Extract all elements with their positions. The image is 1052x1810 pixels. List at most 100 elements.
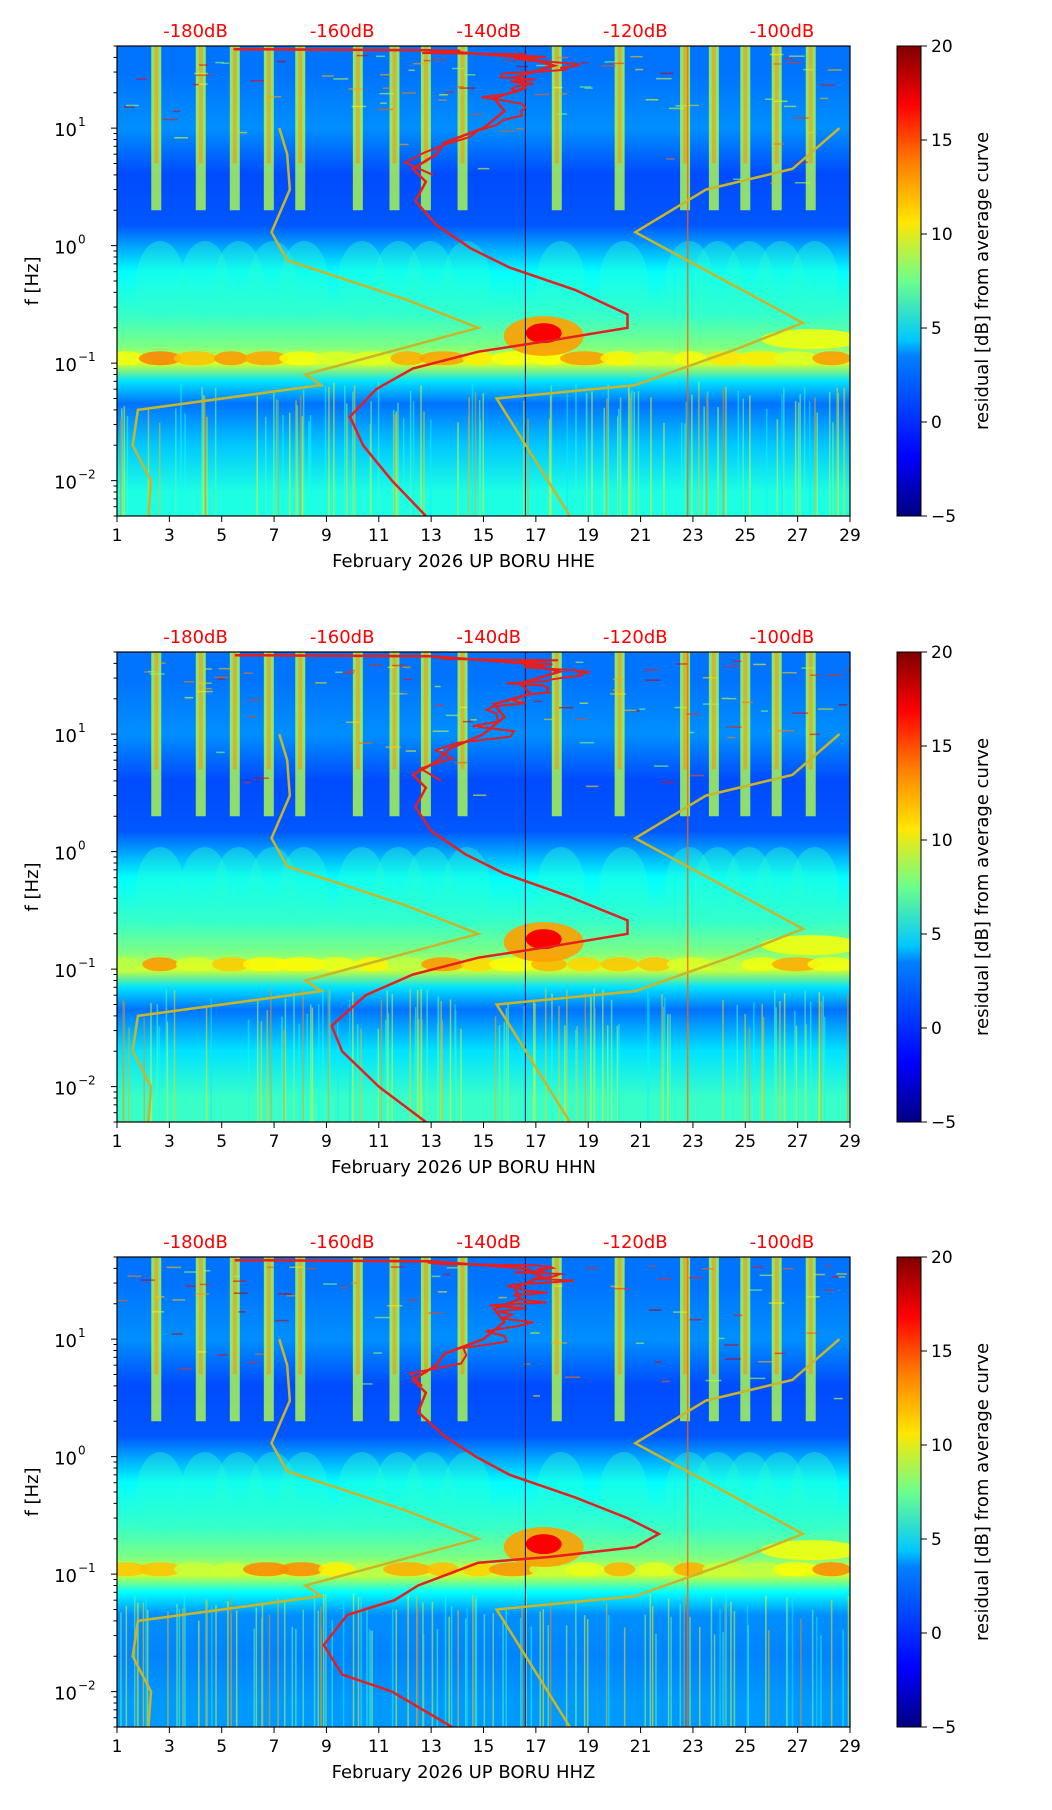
lf-streak: [479, 420, 482, 516]
hf-noise-dash: [742, 701, 754, 704]
lf-streak: [444, 1595, 447, 1727]
hf-noise-dash: [439, 94, 448, 96]
lf-streak: [167, 1611, 169, 1727]
hf-noise-dash: [725, 1358, 741, 1360]
hf-noise-dash: [523, 1363, 531, 1365]
burst-core: [617, 652, 622, 770]
x-tick-label: 11: [368, 1737, 390, 1757]
lf-streak: [794, 401, 797, 516]
lf-streak: [820, 1635, 822, 1727]
hf-noise-dash: [267, 1266, 275, 1269]
hf-noise-dash: [789, 55, 805, 57]
burst-core: [460, 652, 465, 770]
lf-streak: [699, 1626, 701, 1727]
hf-noise-dash: [477, 167, 490, 170]
lf-streak: [818, 992, 821, 1122]
nhnm-curve: [494, 1338, 841, 1727]
lf-streak: [380, 999, 383, 1122]
hf-noise-dash: [374, 1316, 391, 1319]
hf-noise-dash: [649, 1265, 657, 1267]
lf-streak: [589, 995, 592, 1122]
microseism-blob: [564, 1562, 604, 1577]
hf-noise-dash: [846, 669, 850, 672]
hf-noise-dash: [770, 182, 777, 184]
burst-core: [683, 46, 688, 164]
lf-streak: [628, 393, 631, 516]
x-axis-label: February 2026 UP BORU HHE: [332, 551, 595, 572]
microseism-blob: [666, 957, 714, 972]
lf-streak: [420, 988, 422, 1122]
lf-streak: [457, 1610, 459, 1727]
hf-noise-dash: [373, 1352, 382, 1354]
hf-noise-dash: [244, 672, 253, 674]
burst-core: [266, 46, 271, 164]
burst-core: [554, 1257, 559, 1375]
db-scale-label: -160dB: [310, 1232, 375, 1253]
lf-streak: [564, 1025, 566, 1122]
hf-noise-dash: [174, 137, 189, 139]
hf-noise-dash: [445, 714, 459, 717]
colorbar-tick-label: 15: [931, 737, 953, 757]
burst-glow: [756, 1452, 805, 1532]
lf-streak: [669, 1013, 671, 1122]
lf-streak: [295, 1628, 297, 1727]
colorbar: 20 15 10 5 0 −5 residual [dB] from average cur…: [896, 37, 993, 527]
lf-streak: [809, 401, 811, 516]
hf-noise-dash: [768, 1302, 785, 1304]
hf-noise-dash: [127, 1275, 142, 1277]
hf-noise-dash: [786, 61, 802, 64]
hf-noise-dash: [624, 709, 637, 712]
lf-streak: [774, 989, 776, 1122]
hf-noise-dash: [806, 1332, 818, 1334]
lf-streak: [441, 1020, 444, 1122]
lf-streak: [649, 1594, 652, 1727]
lf-streak: [166, 1021, 169, 1122]
lf-streak: [717, 408, 719, 516]
lf-streak: [816, 1616, 818, 1727]
lf-streak: [684, 423, 686, 516]
hf-noise-dash: [824, 1289, 835, 1291]
hf-noise-dash: [600, 65, 616, 67]
microseism-blob: [138, 1562, 182, 1577]
x-tick-label: 17: [525, 1737, 547, 1757]
burst-core: [774, 46, 779, 164]
lf-streak: [256, 395, 258, 516]
hf-noise-dash: [196, 690, 213, 693]
storm-core: [525, 323, 562, 344]
lf-streak: [344, 385, 346, 516]
lf-streak: [583, 1615, 586, 1727]
hf-noise-dash: [238, 1311, 246, 1313]
burst-core: [554, 652, 559, 770]
hf-noise-dash: [148, 670, 156, 673]
burst-core: [298, 652, 303, 770]
microseism-blob: [383, 1562, 432, 1577]
lf-streak: [260, 1021, 263, 1122]
hf-noise-dash: [155, 1296, 165, 1298]
y-tick-exponent: −1: [78, 1561, 96, 1575]
x-tick-label: 19: [577, 1737, 599, 1757]
low-frequency-streaks: [120, 1592, 850, 1727]
spectrogram-area: [117, 1257, 850, 1727]
hf-noise-dash: [689, 1277, 703, 1279]
lf-streak: [302, 988, 304, 1122]
lf-streak: [617, 416, 619, 516]
hf-noise-dash: [559, 706, 574, 709]
lf-streak: [691, 394, 693, 516]
lf-streak: [685, 401, 688, 516]
burst-core: [266, 652, 271, 770]
lf-streak: [422, 1602, 424, 1727]
lf-streak: [313, 1592, 316, 1727]
colorbar: 20 15 10 5 0 −5 residual [dB] from average cur…: [896, 1248, 993, 1738]
hf-noise-dash: [195, 74, 211, 76]
hf-noise-dash: [630, 55, 643, 58]
lf-streak: [843, 387, 846, 516]
hf-noise-dash: [666, 158, 675, 160]
microseism-blob: [138, 351, 182, 366]
x-tick-label: 23: [682, 1132, 704, 1152]
hf-noise-dash: [554, 1285, 563, 1287]
x-tick-label: 23: [682, 526, 704, 546]
hf-noise-dash: [333, 78, 349, 80]
lf-streak: [830, 1599, 833, 1727]
lf-streak: [586, 1619, 589, 1727]
hf-noise-dash: [428, 1312, 444, 1314]
